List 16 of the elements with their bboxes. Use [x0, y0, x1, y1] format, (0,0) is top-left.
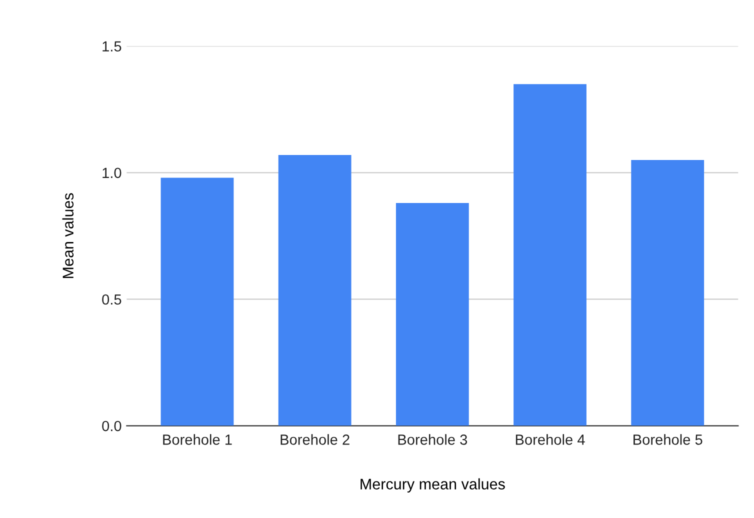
bar [631, 160, 704, 426]
bar [278, 154, 352, 426]
y-tick-label: 0.5 [102, 294, 122, 305]
y-axis-title: Mean values [62, 193, 74, 278]
x-tick-label: Borehole 5 [634, 434, 702, 445]
y-tick-label: 1.0 [102, 168, 122, 178]
bar [396, 203, 469, 426]
x-tick-label: Borehole 3 [398, 434, 468, 445]
y-tick-label: 0.0 [102, 420, 122, 432]
bar [160, 178, 234, 426]
x-tick-label: Borehole 2 [280, 434, 350, 445]
y-tick-label: 1.5 [102, 41, 122, 52]
x-tick-label: Borehole 4 [516, 434, 585, 445]
bar [514, 84, 586, 426]
x-axis-title: Mercury mean values [360, 478, 505, 493]
x-tick-label: Borehole 1 [163, 434, 232, 445]
